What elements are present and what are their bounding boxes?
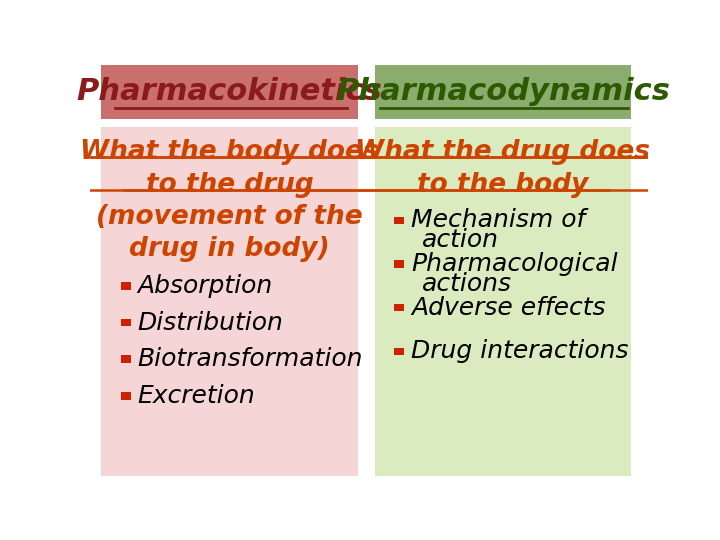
FancyBboxPatch shape [101,127,358,476]
Text: Absorption: Absorption [138,274,273,298]
Text: Distribution: Distribution [138,310,283,335]
Text: to the drug: to the drug [145,172,313,198]
Text: drug in body): drug in body) [129,237,330,262]
FancyBboxPatch shape [374,127,631,476]
Text: Adverse effects: Adverse effects [411,295,606,320]
FancyBboxPatch shape [101,65,358,119]
FancyBboxPatch shape [374,65,631,119]
FancyBboxPatch shape [394,217,404,224]
Text: What the drug does: What the drug does [356,139,650,165]
FancyBboxPatch shape [121,355,131,363]
Text: action: action [422,228,499,252]
FancyBboxPatch shape [121,319,131,326]
Text: Excretion: Excretion [138,384,255,408]
Text: actions: actions [422,272,512,295]
Text: Mechanism of: Mechanism of [411,208,585,232]
Text: Pharmacological: Pharmacological [411,252,618,276]
Text: What the body does: What the body does [80,139,379,165]
Text: to the body: to the body [417,172,589,198]
FancyBboxPatch shape [394,260,404,268]
Text: Drug interactions: Drug interactions [411,339,629,363]
Text: Biotransformation: Biotransformation [138,347,363,371]
Text: Pharmacokinetics: Pharmacokinetics [76,77,382,106]
Text: Pharmacodynamics: Pharmacodynamics [336,77,670,106]
FancyBboxPatch shape [394,304,404,312]
FancyBboxPatch shape [121,282,131,290]
FancyBboxPatch shape [121,392,131,400]
Text: (movement of the: (movement of the [96,204,363,230]
FancyBboxPatch shape [394,348,404,355]
